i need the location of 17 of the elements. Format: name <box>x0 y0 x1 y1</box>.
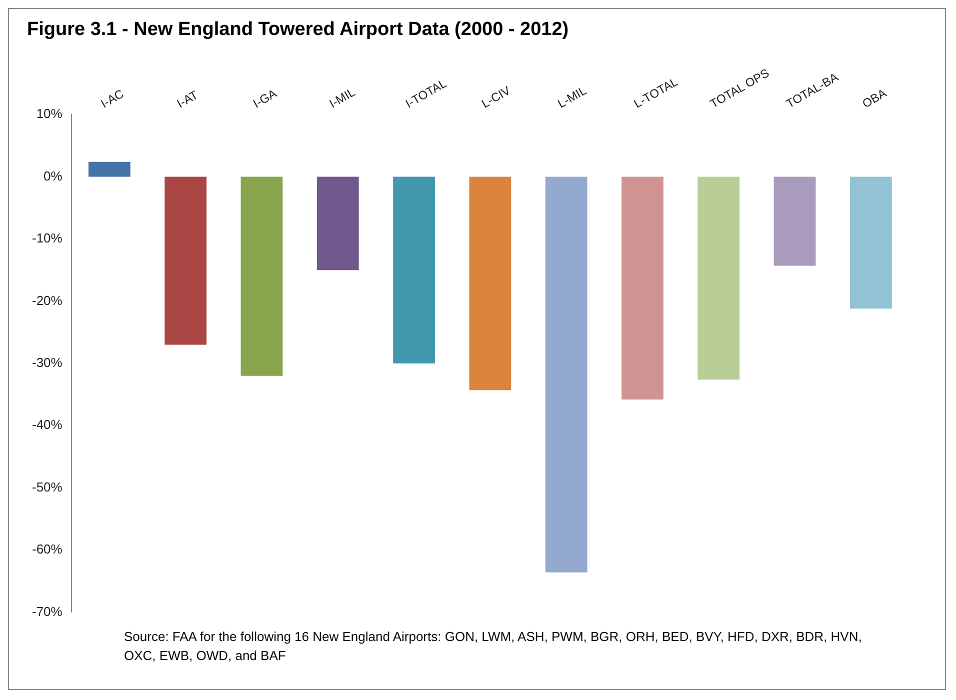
x-tick-label: I-GA <box>250 86 280 111</box>
y-tick-label: -50% <box>32 479 63 494</box>
x-tick-label: I-MIL <box>326 84 358 111</box>
y-tick-label: -70% <box>32 604 63 619</box>
y-tick-label: -60% <box>32 542 63 557</box>
y-tick-label: -30% <box>32 354 63 370</box>
source-note: Source: FAA for the following 16 New England Airports: GON, LWM, ASH, PWM, BGR, ORH, BED, BVY, HFD, DXR, BDR, HVN, OXC, EWB, OWD, and BAF <box>124 628 863 665</box>
x-tick-label: OBA <box>860 86 889 111</box>
y-tick-label: 10% <box>36 106 63 122</box>
x-tick-label: I-AC <box>98 86 126 111</box>
x-tick-label: L-MIL <box>555 83 590 111</box>
y-tick-label: 0% <box>44 168 63 184</box>
y-tick-label: -20% <box>32 292 63 308</box>
chart-title: Figure 3.1 - New England Towered Airport Data (2000 - 2012) <box>26 18 570 41</box>
y-tick-label: -10% <box>32 230 63 246</box>
y-tick-label: -40% <box>32 417 63 432</box>
x-tick-label: I-AT <box>174 87 201 111</box>
